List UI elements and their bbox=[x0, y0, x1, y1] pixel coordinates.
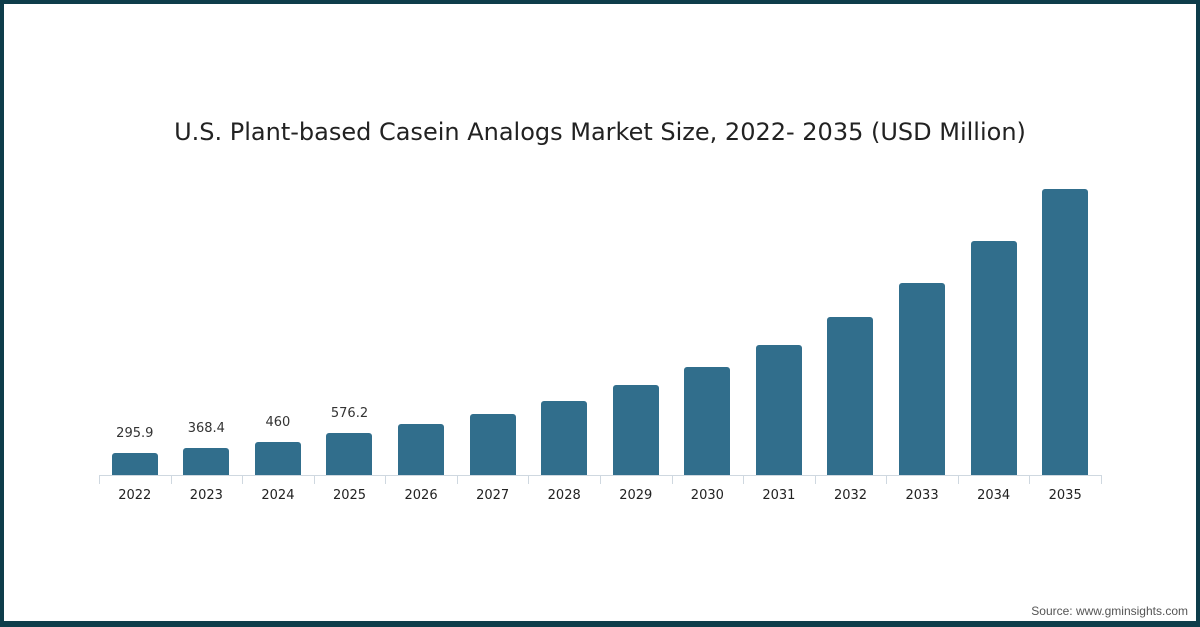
x-tick-label-2035: 2035 bbox=[1048, 488, 1082, 503]
x-tick bbox=[671, 475, 673, 484]
bar-2026 bbox=[398, 424, 445, 475]
x-tick-label-2024: 2024 bbox=[261, 488, 295, 503]
x-tick-label-2025: 2025 bbox=[332, 488, 367, 503]
bar-2022 bbox=[111, 453, 158, 475]
data-label-2024: 460 bbox=[265, 414, 291, 430]
x-tick-label-2031: 2031 bbox=[762, 488, 796, 503]
x-tick-label-2023: 2023 bbox=[189, 488, 223, 503]
bar-2029 bbox=[612, 385, 659, 475]
bar-2032 bbox=[827, 317, 874, 475]
x-tick-label-2022: 2022 bbox=[118, 488, 152, 503]
x-tick-label-2032: 2032 bbox=[833, 488, 868, 503]
x-tick bbox=[957, 475, 959, 484]
data-label-2025: 576.2 bbox=[330, 406, 369, 422]
x-tick-label-2028: 2028 bbox=[547, 488, 581, 503]
bar-2030 bbox=[684, 367, 731, 475]
x-tick bbox=[599, 475, 601, 484]
bar-2033 bbox=[899, 282, 946, 475]
x-tick-label-2027: 2027 bbox=[476, 488, 510, 503]
x-tick-label-2029: 2029 bbox=[619, 488, 653, 503]
source-note: Source: www.gminsights.com bbox=[1031, 604, 1188, 618]
x-tick bbox=[528, 475, 530, 484]
chart-title: U.S. Plant-based Casein Analogs Market S… bbox=[174, 118, 1026, 146]
x-tick bbox=[385, 475, 387, 484]
bar-2035 bbox=[1042, 189, 1089, 475]
x-tick bbox=[313, 475, 315, 484]
bar-2031 bbox=[755, 344, 802, 475]
bar-2034 bbox=[970, 240, 1017, 475]
bar-2024 bbox=[254, 441, 301, 475]
data-label-2022: 295.9 bbox=[116, 426, 154, 442]
bar-2023 bbox=[183, 448, 230, 475]
bar-2028 bbox=[541, 400, 588, 475]
x-tick bbox=[170, 475, 172, 484]
x-tick bbox=[99, 475, 100, 484]
data-label-2023: 368.4 bbox=[187, 421, 225, 437]
x-tick bbox=[814, 475, 816, 484]
x-tick bbox=[456, 475, 458, 484]
x-tick bbox=[886, 475, 888, 484]
x-tick-label-2033: 2033 bbox=[905, 488, 939, 503]
bar-2027 bbox=[469, 413, 516, 475]
bar-2025 bbox=[326, 433, 373, 475]
x-tick bbox=[743, 475, 745, 484]
x-tick-label-2030: 2030 bbox=[690, 488, 724, 503]
x-tick bbox=[242, 475, 244, 484]
x-tick bbox=[1100, 475, 1102, 484]
x-tick bbox=[1029, 475, 1031, 484]
x-tick-label-2026: 2026 bbox=[404, 488, 438, 503]
x-tick-label-2034: 2034 bbox=[977, 488, 1011, 503]
